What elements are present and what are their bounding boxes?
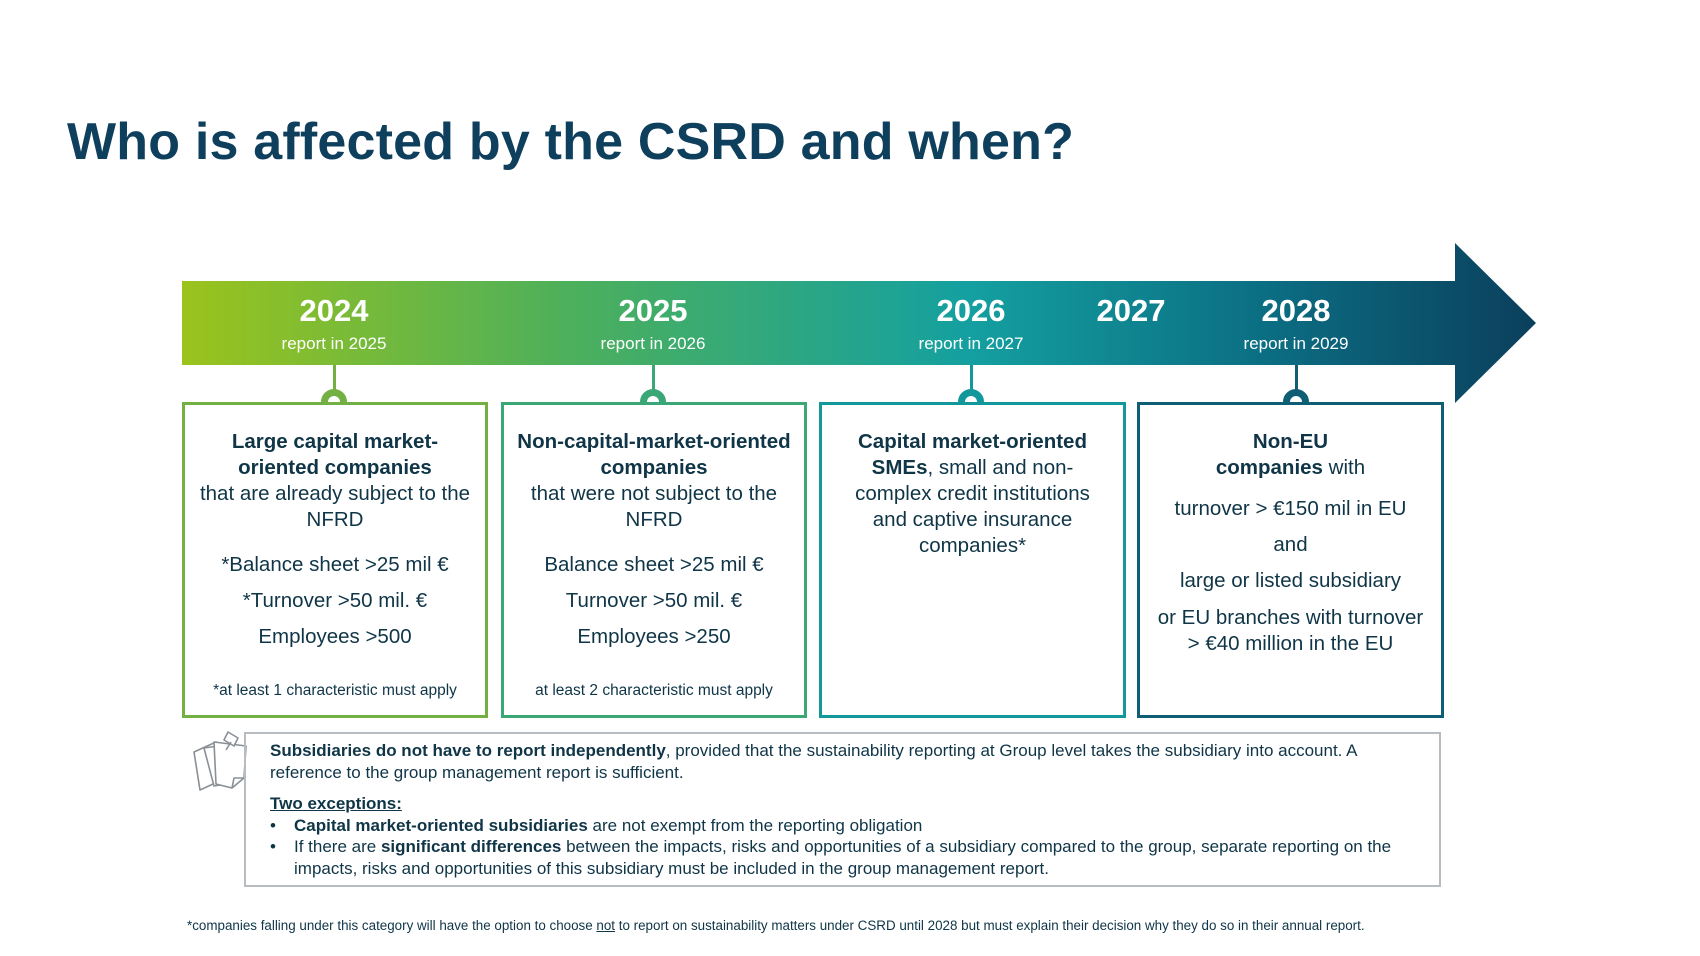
card-2028-line: turnover > €150 mil in EU [1174,497,1407,520]
card-2028-body: with [1322,456,1366,479]
card-2024-criterion: Employees >500 [258,625,412,648]
year-2026-sub: report in 2027 [918,334,1024,353]
footnote: *companies falling under this category w… [187,918,1365,933]
card-2025-criterion: Balance sheet >25 mil € [544,553,764,576]
year-2025-sub: report in 2026 [600,334,706,353]
page-title: Who is affected by the CSRD and when? [67,113,1075,171]
exception-pre: If there are [294,837,381,856]
pin-line-2025 [652,365,655,390]
year-2028-sub: report in 2029 [1243,334,1349,353]
card-2024: Large capital market-oriented companies … [182,402,488,718]
year-2025: 2025 [618,293,688,328]
info-lead: Subsidiaries do not have to report indep… [270,740,1421,783]
card-2025-note: at least 2 characteristic must apply [535,682,773,699]
card-2025: Non-capital-market-oriented companies th… [501,402,807,718]
card-2024-note: *at least 1 characteristic must apply [213,682,457,699]
info-lead-rest: , provided that the sustainability repor… [270,741,1357,782]
year-2024: 2024 [299,293,369,328]
exception-bold: significant differences [380,837,562,856]
card-2028-line: or EU branches with turnover > €40 milli… [1157,606,1424,655]
card-2028: Non-EU companies with turnover > €150 mi… [1137,402,1444,718]
pin-line-2028 [1295,365,1298,390]
exception-rest: are not exempt from the reporting obliga… [587,815,923,835]
year-2027: 2027 [1096,293,1166,328]
pin-line-2024 [333,365,336,390]
card-2025-criterion: Turnover >50 mil. € [565,589,743,612]
card-2025-body: that were not subject to the NFRD [530,482,778,531]
exceptions-list: • Capital market-oriented subsidiaries ar… [270,815,1421,880]
pin-line-2026 [970,365,973,390]
card-2026-heading: Capital market-oriented SMEs [858,430,1087,479]
card-2024-criterion: *Balance sheet >25 mil € [221,553,449,576]
list-item: • If there are significant differences be… [270,837,1392,878]
list-item: • Capital market-oriented subsidiaries ar… [270,815,923,835]
year-2024-sub: report in 2025 [281,334,387,353]
sticky-notes-icon [193,731,247,791]
exception-bold: Capital market-oriented subsidiaries [294,815,588,835]
year-2026: 2026 [936,293,1006,328]
card-2028-heading: Non-EU companies [1215,430,1329,479]
info-lead-bold: Subsidiaries do not have to report indep… [270,741,666,760]
exception-rest: between the impacts, risks and opportuni… [294,837,1392,878]
card-2026: Capital market-oriented SMEs, small and … [819,402,1126,718]
footnote-underlined: not [596,918,616,933]
card-2028-line: large or listed subsidiary [1179,569,1402,592]
card-2028-line: and [1273,533,1308,556]
card-2024-heading: Large capital market-oriented companies [231,430,439,479]
footnote-pre: *companies falling under this category w… [187,918,597,933]
exceptions-heading: Two exceptions: [270,794,402,813]
card-2025-criterion: Employees >250 [577,625,731,648]
card-2025-heading: Non-capital-market-oriented companies [517,430,791,479]
subsidiaries-info-box: Subsidiaries do not have to report indep… [244,732,1441,887]
card-2026-body: , small and non-complex credit instituti… [855,456,1090,557]
footnote-post: to report on sustainability matters unde… [615,918,1365,933]
year-2028: 2028 [1261,293,1331,328]
card-2024-criterion: *Turnover >50 mil. € [242,589,428,612]
card-2024-body: that are already subject to the NFRD [199,482,471,531]
